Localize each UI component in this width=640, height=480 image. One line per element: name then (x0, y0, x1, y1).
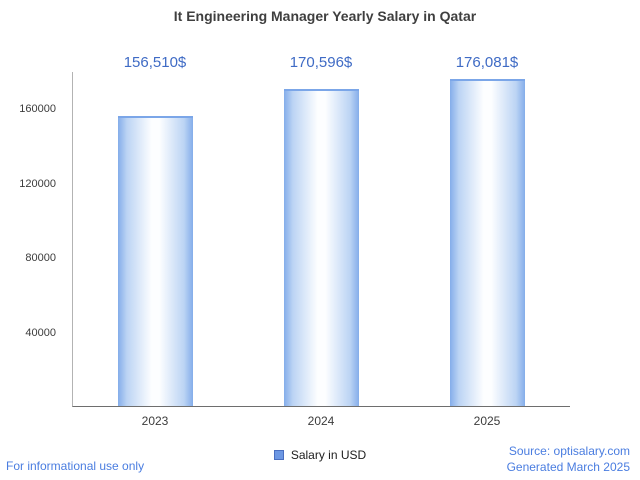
chart-title: It Engineering Manager Yearly Salary in … (173, 8, 477, 24)
x-axis-label: 2024 (307, 414, 335, 428)
y-axis-tick-label: 80000 (25, 252, 56, 265)
x-axis-label: 2023 (141, 414, 169, 428)
bar-2024[interactable] (284, 89, 359, 406)
bar-2025[interactable] (449, 79, 525, 406)
disclaimer-text: For informational use only (6, 459, 145, 473)
bar-slot (73, 72, 239, 406)
source-link[interactable]: Source: optisalary.com (508, 444, 630, 458)
bar-2023[interactable] (118, 115, 194, 406)
y-axis-tick-label: 160000 (19, 103, 56, 116)
y-axis: 40000 80000 120000 160000 (0, 72, 64, 407)
y-axis-tick-label: 120000 (19, 177, 56, 190)
value-label: 170,596$ (289, 54, 353, 71)
value-label: 156,510$ (123, 54, 187, 71)
value-label: 176,081$ (455, 54, 519, 71)
x-axis-label: 2025 (473, 414, 501, 428)
generated-text: Generated March 2025 (506, 460, 630, 474)
plot-area (72, 72, 570, 407)
x-axis-labels: 2023 2024 2025 (72, 414, 570, 428)
bar-slot (239, 72, 405, 406)
source-block: Source: optisalary.com Generated March 2… (507, 443, 630, 475)
legend-swatch (273, 450, 284, 460)
value-labels-row: 156,510$ 170,596$ 176,081$ (72, 54, 570, 71)
legend-label: Salary in USD (290, 448, 367, 462)
legend: Salary in USD (0, 448, 640, 462)
bar-slot (404, 72, 570, 406)
y-axis-tick-label: 40000 (25, 326, 56, 339)
